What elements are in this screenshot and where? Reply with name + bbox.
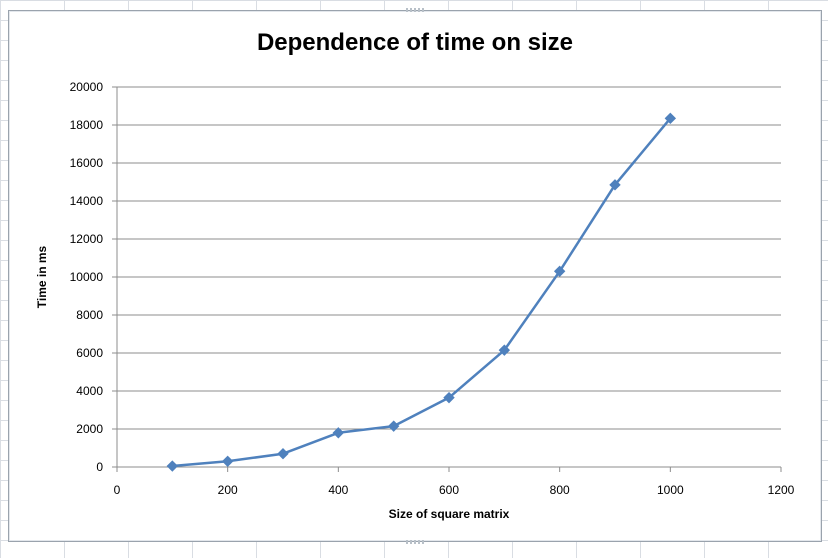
data-point-marker (664, 112, 677, 125)
data-point-marker (498, 344, 511, 356)
top-resize-handle[interactable] (406, 8, 424, 12)
y-tick-label: 8000 (76, 308, 103, 322)
gridlines (117, 86, 781, 430)
x-tick-label: 800 (550, 483, 570, 497)
x-tick-label: 200 (218, 483, 238, 497)
data-point-marker (166, 460, 179, 472)
y-tick-label: 10000 (70, 270, 104, 284)
x-axis-title: Size of square matrix (389, 507, 510, 521)
series-line (171, 117, 672, 468)
data-series (166, 112, 677, 472)
y-tick-label: 4000 (76, 384, 103, 398)
x-tick-label: 0 (114, 483, 121, 497)
y-tick-label: 6000 (76, 346, 103, 360)
chart-container[interactable]: Dependence of time on size 0 2000 4000 6000… (8, 8, 822, 544)
y-tick-label: 0 (96, 460, 103, 474)
bottom-resize-handle[interactable] (406, 540, 424, 544)
data-point-marker (277, 447, 289, 460)
chart-axes (112, 86, 782, 472)
x-tick-label: 400 (328, 483, 348, 497)
data-point-marker (609, 179, 621, 191)
x-tick-label: 1000 (657, 483, 684, 497)
data-point-marker (443, 391, 455, 404)
data-point-marker (332, 427, 345, 439)
data-point-marker (221, 455, 234, 468)
data-point-marker (387, 420, 400, 432)
data-point-marker (553, 265, 566, 278)
y-tick-label: 14000 (70, 194, 104, 208)
y-tick-label: 2000 (76, 422, 103, 436)
y-tick-label: 18000 (70, 118, 104, 132)
x-tick-label: 600 (439, 483, 459, 497)
y-tick-label: 20000 (70, 80, 104, 94)
line-chart: 0200040006000800010000120001400016000180… (35, 80, 795, 521)
x-tick-label: 1200 (768, 483, 795, 497)
chart-title: Dependence of time on size (256, 29, 574, 56)
y-tick-label: 12000 (70, 232, 104, 246)
y-axis-title: Time in ms (35, 245, 49, 308)
y-tick-label: 16000 (70, 156, 104, 170)
tick-labels: 0200040006000800010000120001400016000180… (70, 80, 795, 497)
